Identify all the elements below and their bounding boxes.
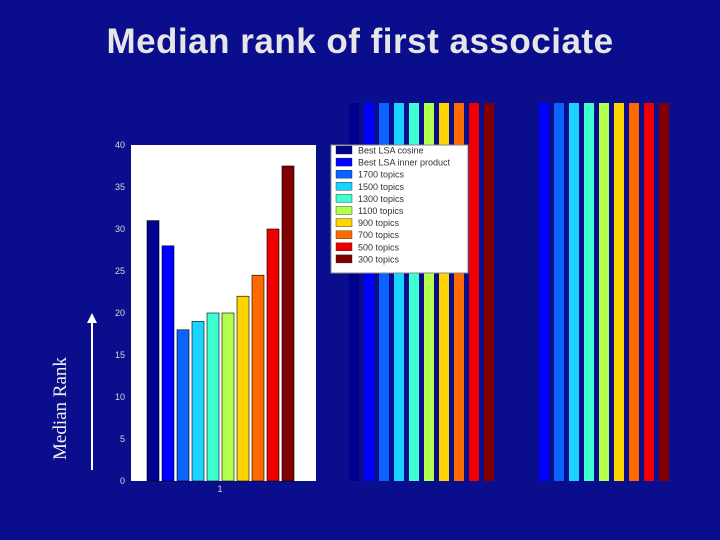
rank-arrow-head — [87, 313, 97, 323]
y-tick-label: 35 — [115, 182, 125, 192]
band-panel-2-stripe-2 — [554, 103, 564, 481]
band-panel-1-stripe-10 — [484, 103, 494, 481]
bar-300-topics — [281, 165, 295, 482]
y-tick-label: 40 — [115, 140, 125, 150]
bar-1100-topics — [221, 312, 235, 482]
y-tick-label: 25 — [115, 266, 125, 276]
y-tick-label: 30 — [115, 224, 125, 234]
band-panel-1-stripe-6 — [424, 103, 434, 481]
legend-label: 500 topics — [358, 242, 400, 252]
y-tick-label: 10 — [115, 392, 125, 402]
x-axis-ticks: 1 — [217, 484, 222, 494]
band-panel-2-stripe-7 — [629, 103, 639, 481]
legend-swatch — [335, 206, 353, 215]
band-panel-2-stripe-5 — [599, 103, 609, 481]
legend-swatch — [335, 157, 353, 167]
band-panel-1-stripe-8 — [454, 103, 464, 481]
band-panel-1-stripe-9 — [469, 103, 479, 481]
legend-swatch — [335, 169, 353, 179]
legend-label: 300 topics — [358, 254, 400, 264]
y-tick-label: 20 — [115, 308, 125, 318]
legend: Best LSA cosine Best LSA inner product 170… — [335, 145, 451, 264]
y-axis-ticks: 0 5 10 15 20 25 30 35 40 — [115, 140, 125, 486]
band-panel-2-stripe-3 — [569, 103, 579, 481]
bar-best-lsa-cosine — [146, 220, 160, 482]
bar-best-lsa-inner-product — [161, 245, 175, 482]
band-panel-2-stripe-4 — [584, 103, 594, 481]
color-band-panels — [349, 103, 669, 481]
legend-label: 1500 topics — [358, 182, 405, 192]
bar-900-topics — [236, 295, 250, 482]
band-panel-2-stripe-9 — [659, 103, 669, 481]
band-panel-2-stripe-8 — [644, 103, 654, 481]
legend-label: Best LSA inner product — [358, 158, 451, 168]
legend-label: 900 topics — [358, 218, 400, 228]
band-panel-1-stripe-2 — [364, 103, 374, 481]
legend-swatch — [335, 194, 353, 203]
band-panel-1-stripe-3 — [379, 103, 389, 481]
band-panel-1-stripe-1 — [349, 103, 359, 481]
bar-700-topics — [251, 274, 265, 482]
legend-swatch — [335, 242, 353, 252]
y-tick-label: 5 — [120, 434, 125, 444]
band-panel-2-stripe-6 — [614, 103, 624, 481]
slide-title: Median rank of first associate — [106, 22, 614, 61]
band-panel-1-stripe-7 — [439, 103, 449, 481]
legend-label: 1700 topics — [358, 170, 405, 180]
x-tick-label: 1 — [217, 484, 222, 494]
bar-1500-topics — [191, 321, 205, 482]
bar-500-topics — [266, 228, 280, 482]
bar-1700-topics — [176, 329, 190, 482]
legend-swatch — [335, 254, 353, 264]
legend-box — [330, 144, 469, 274]
legend-swatch — [335, 230, 353, 239]
legend-swatch — [335, 145, 353, 155]
y-tick-label: 15 — [115, 350, 125, 360]
band-panel-2-stripe-1 — [539, 103, 549, 481]
bar-1300-topics — [206, 312, 220, 482]
median-rank-label: Median Rank — [50, 357, 71, 460]
legend-label: Best LSA cosine — [358, 146, 424, 156]
band-panel-1-stripe-5 — [409, 103, 419, 481]
legend-label: 1300 topics — [358, 194, 405, 204]
legend-label: 1100 topics — [358, 206, 404, 216]
y-tick-label: 0 — [120, 476, 125, 486]
legend-label: 700 topics — [358, 230, 400, 240]
bars — [146, 165, 295, 482]
band-panel-1-stripe-4 — [394, 103, 404, 481]
legend-swatch — [335, 218, 353, 227]
legend-swatch — [335, 182, 353, 191]
